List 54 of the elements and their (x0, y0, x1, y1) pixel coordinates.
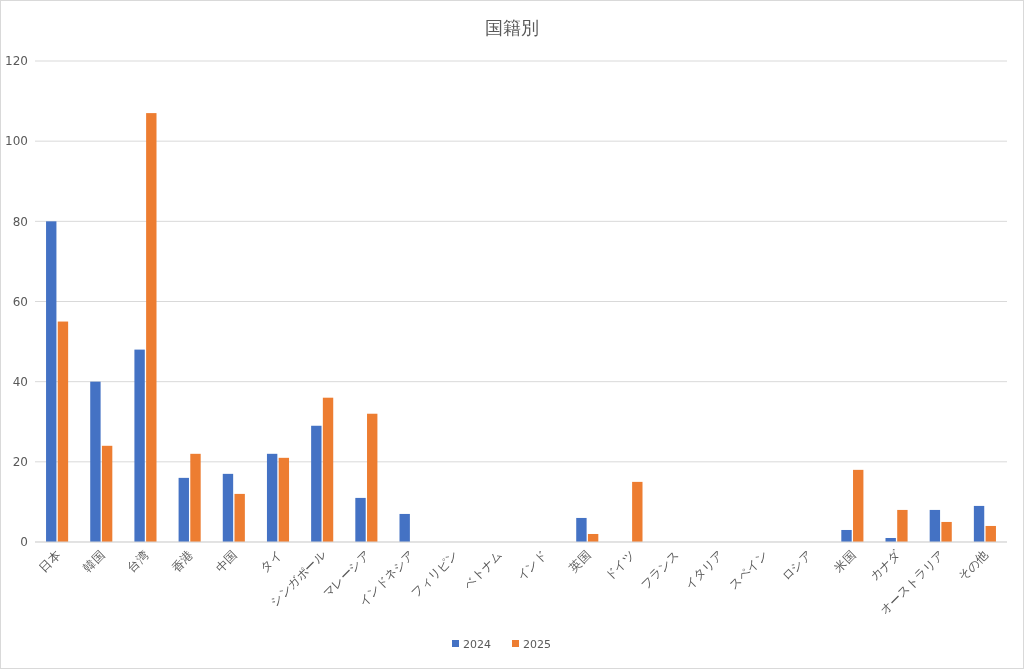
chart-title: 国籍別 (485, 17, 539, 38)
x-tick-label: フランス (637, 548, 682, 593)
y-tick-label: 20 (12, 455, 28, 470)
bar (190, 453, 201, 542)
x-tick-label: 米国 (831, 548, 859, 576)
bar (46, 221, 57, 542)
x-tick-label: 英国 (566, 548, 594, 576)
y-tick-label: 40 (12, 374, 28, 389)
bar (57, 321, 69, 542)
legend-label: 2024 (463, 638, 491, 651)
bar (278, 457, 290, 542)
y-tick-label: 100 (5, 134, 28, 149)
x-tick-label: インド (513, 548, 550, 584)
bar (146, 113, 157, 542)
y-tick-label: 0 (20, 535, 28, 550)
y-tick-label: 60 (12, 294, 28, 309)
x-tick-label: 台湾 (124, 548, 152, 576)
y-tick-label: 80 (12, 214, 28, 229)
x-tick-label: イタリア (682, 548, 726, 593)
bar (178, 477, 189, 542)
bar (355, 497, 366, 542)
x-tick-label: ベトナム (461, 548, 506, 593)
bar (973, 505, 985, 542)
x-tick-label: 日本 (36, 548, 64, 576)
bar (399, 513, 410, 542)
x-tick-label: 韓国 (80, 548, 108, 576)
bar (985, 525, 996, 542)
bar (367, 413, 378, 542)
bar (897, 509, 908, 542)
bar (941, 521, 952, 542)
x-tick-label: ロシア (778, 548, 815, 584)
bar (101, 445, 113, 542)
bar (134, 349, 145, 542)
bar (234, 493, 245, 542)
bar (576, 517, 587, 542)
bar (222, 473, 234, 542)
x-tick-label: ドイツ (602, 548, 638, 584)
bar (90, 381, 101, 542)
x-tick-label: その他 (955, 548, 992, 584)
bar (929, 509, 941, 542)
x-tick-label: カナダ (867, 547, 904, 584)
bar (853, 469, 864, 542)
bar (322, 397, 334, 542)
bar (266, 453, 278, 542)
x-tick-label: スペイン (726, 548, 771, 593)
x-tick-label: タイ (257, 548, 285, 576)
bar (311, 425, 322, 542)
x-tick-label: フィリピン (408, 548, 461, 601)
bar (841, 529, 852, 542)
y-tick-label: 120 (5, 54, 28, 69)
x-tick-label: 香港 (168, 548, 196, 576)
bar (632, 481, 643, 542)
legend-label: 2025 (523, 638, 551, 651)
x-tick-label: 中国 (213, 548, 240, 576)
